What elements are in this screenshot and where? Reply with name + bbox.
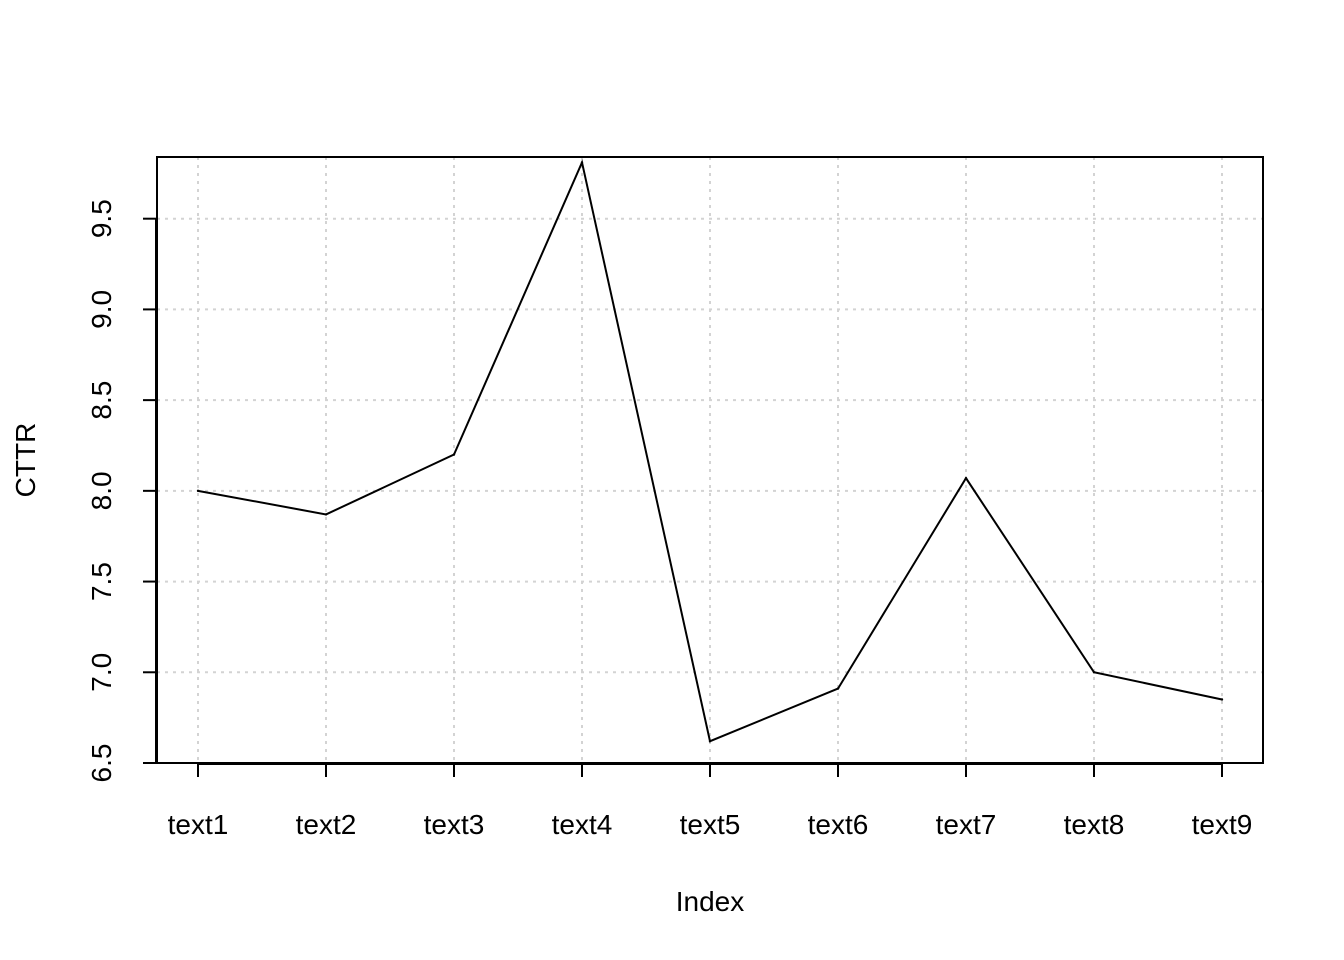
y-tick-label: 7.5	[86, 562, 117, 601]
data-point	[196, 489, 200, 493]
data-point	[836, 687, 840, 690]
x-tick-label: text4	[552, 809, 613, 840]
x-tick-label: text7	[936, 809, 997, 840]
x-tick-label: text3	[424, 809, 485, 840]
data-point	[708, 740, 712, 743]
x-tick-label: text8	[1064, 809, 1125, 840]
data-point	[452, 453, 456, 456]
x-axis: text1 text2 text3 text4 text5 text6 text7 text8…	[168, 763, 1253, 840]
data-point	[1092, 671, 1096, 674]
y-tick-label: 9.0	[86, 290, 117, 329]
x-tick-label: text5	[680, 809, 741, 840]
y-tick-label: 7.0	[86, 653, 117, 692]
x-tick-label: text1	[168, 809, 229, 840]
y-axis: 6.5 7.0 7.5 8.0 8.5 9.0 9.5	[86, 199, 157, 782]
series	[196, 159, 1224, 743]
data-point	[1220, 698, 1224, 701]
y-axis-title: CTTR	[10, 423, 41, 498]
x-tick-label: text2	[296, 809, 357, 840]
data-point	[580, 161, 584, 164]
data-point	[324, 513, 328, 516]
x-tick-label: text6	[808, 809, 869, 840]
y-tick-label: 6.5	[86, 744, 117, 783]
y-tick-label: 9.5	[86, 199, 117, 238]
grid	[157, 157, 1263, 764]
data-point	[964, 476, 968, 480]
x-axis-title: Index	[676, 886, 745, 917]
y-tick-label: 8.0	[86, 471, 117, 510]
x-tick-label: text9	[1192, 809, 1253, 840]
y-tick-label: 8.5	[86, 381, 117, 420]
